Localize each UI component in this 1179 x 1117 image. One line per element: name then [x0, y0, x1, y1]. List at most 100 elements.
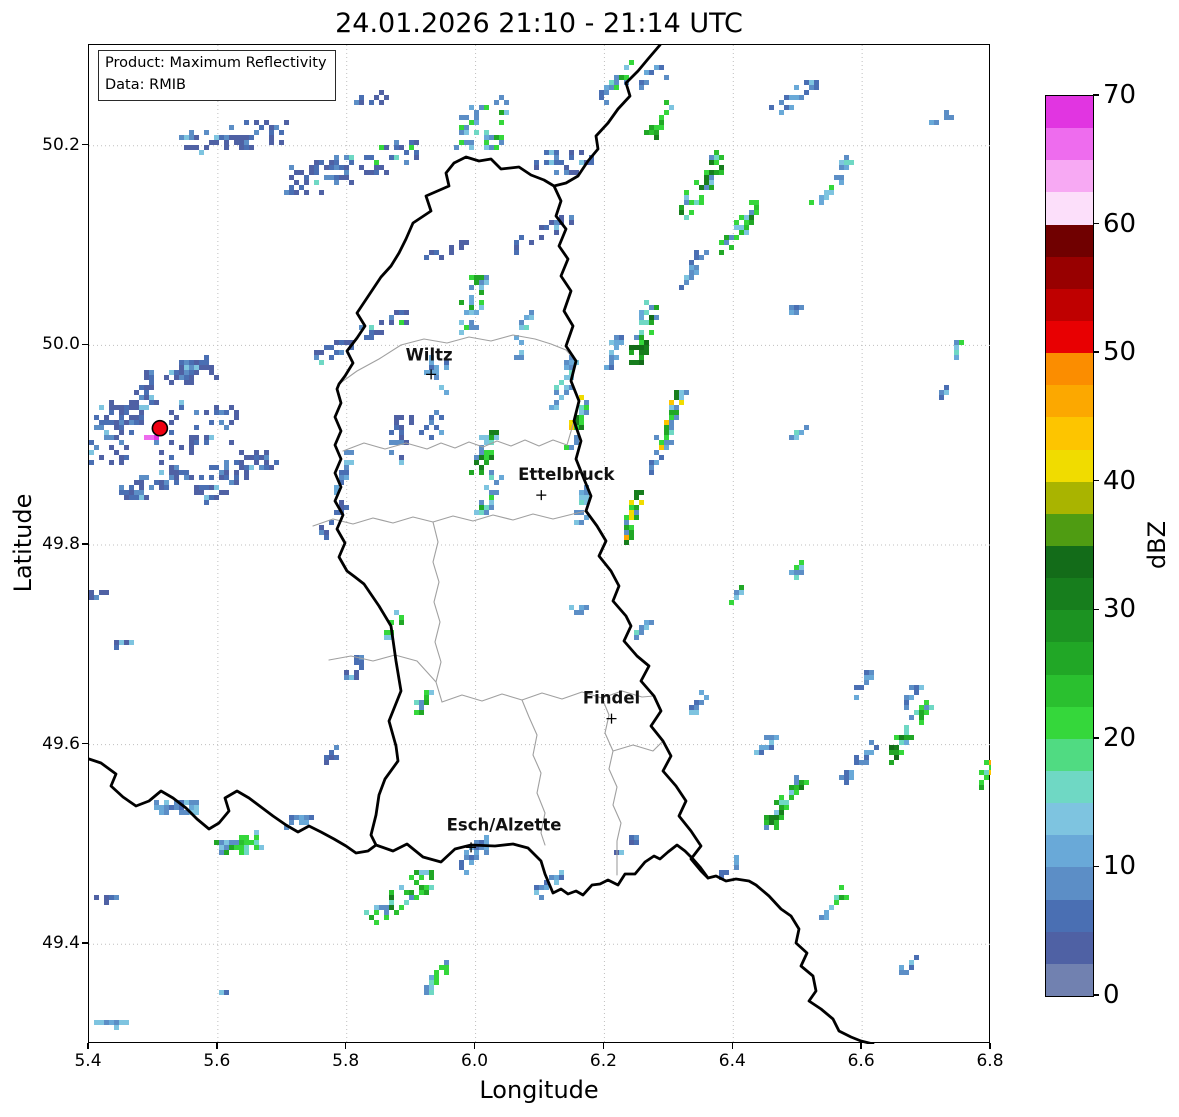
radar-echo-cell — [254, 130, 259, 135]
radar-echo-cell — [429, 355, 434, 360]
radar-echo-cell — [429, 990, 434, 995]
radar-echo-cell — [229, 480, 234, 485]
radar-echo-cell — [144, 375, 149, 380]
radar-echo-cell — [839, 175, 844, 180]
radar-echo-cell — [399, 430, 404, 435]
radar-echo-cell — [394, 440, 399, 445]
radar-echo-cell — [634, 835, 639, 840]
radar-echo-cell — [789, 785, 794, 790]
radar-echo-cell — [624, 75, 629, 80]
radar-echo-cell — [124, 495, 129, 500]
radar-echo-cell — [569, 150, 574, 155]
radar-echo-cell — [639, 355, 644, 360]
radar-echo-cell — [104, 590, 109, 595]
radar-echo-cell — [119, 460, 124, 465]
radar-echo-cell — [429, 975, 434, 980]
radar-echo-cell — [169, 475, 174, 480]
radar-echo-cell — [669, 415, 674, 420]
radar-echo-cell — [609, 360, 614, 365]
y-tick-mark — [82, 343, 88, 346]
radar-echo-cell — [564, 165, 569, 170]
radar-echo-cell — [774, 810, 779, 815]
colorbar-segment — [1046, 513, 1093, 547]
radar-echo-cell — [324, 760, 329, 765]
radar-echo-cell — [269, 125, 274, 130]
radar-echo-cell — [479, 450, 484, 455]
radar-echo-cell — [239, 450, 244, 455]
radar-echo-cell — [479, 300, 484, 305]
radar-echo-cell — [374, 160, 379, 165]
radar-echo-cell — [239, 145, 244, 150]
radar-echo-cell — [989, 765, 991, 770]
radar-echo-cell — [684, 280, 689, 285]
radar-echo-cell — [354, 675, 359, 680]
radar-echo-cell — [114, 425, 119, 430]
radar-echo-cell — [439, 415, 444, 420]
radar-echo-cell — [484, 130, 489, 135]
radar-echo-cell — [689, 705, 694, 710]
radar-echo-cell — [309, 815, 314, 820]
radar-echo-cell — [399, 455, 404, 460]
radar-echo-cell — [194, 365, 199, 370]
radar-echo-cell — [334, 175, 339, 180]
radar-echo-cell — [579, 150, 584, 155]
radar-echo-cell — [539, 885, 544, 890]
colorbar-segment — [1046, 674, 1093, 707]
radar-echo-cell — [734, 235, 739, 240]
radar-echo-cell — [414, 880, 419, 885]
radar-echo-cell — [619, 850, 624, 855]
radar-echo-cell — [694, 255, 699, 260]
radar-echo-cell — [474, 855, 479, 860]
radar-echo-cell — [179, 400, 184, 405]
radar-echo-cell — [224, 410, 229, 415]
radar-echo-cell — [129, 405, 134, 410]
radar-echo-cell — [444, 960, 449, 965]
radar-echo-cell — [114, 405, 119, 410]
radar-echo-cell — [159, 460, 164, 465]
radar-echo-cell — [639, 500, 644, 505]
radar-echo-cell — [734, 225, 739, 230]
radar-echo-cell — [794, 575, 799, 580]
radar-echo-cell — [434, 375, 439, 380]
radar-echo-cell — [419, 890, 424, 895]
colorbar-label: dBZ — [1143, 520, 1171, 570]
district-border — [342, 420, 575, 452]
radar-echo-cell — [494, 430, 499, 435]
radar-echo-cell — [314, 165, 319, 170]
radar-echo-cell — [914, 955, 919, 960]
radar-echo-cell — [119, 1020, 124, 1025]
radar-echo-cell — [394, 425, 399, 430]
radar-echo-cell — [669, 425, 674, 430]
radar-echo-cell — [929, 705, 934, 710]
radar-echo-cell — [609, 355, 614, 360]
radar-echo-cell — [174, 375, 179, 380]
radar-echo-cell — [554, 400, 559, 405]
radar-echo-cell — [469, 855, 474, 860]
radar-echo-cell — [774, 825, 779, 830]
radar-echo-cell — [559, 875, 564, 880]
radar-echo-cell — [214, 495, 219, 500]
radar-echo-cell — [214, 840, 219, 845]
radar-echo-cell — [604, 85, 609, 90]
radar-echo-cell — [464, 310, 469, 315]
radar-echo-cell — [694, 265, 699, 270]
radar-echo-cell — [409, 140, 414, 145]
radar-echo-cell — [444, 390, 449, 395]
radar-echo-cell — [724, 870, 729, 875]
radar-echo-cell — [699, 195, 704, 200]
radar-echo-cell — [209, 475, 214, 480]
radar-echo-cell — [464, 125, 469, 130]
radar-echo-cell — [699, 255, 704, 260]
radar-echo-cell — [479, 285, 484, 290]
radar-echo-cell — [549, 875, 554, 880]
radar-echo-cell — [414, 150, 419, 155]
colorbar-segment — [1046, 803, 1093, 836]
radar-echo-cell — [204, 130, 209, 135]
radar-echo-cell — [214, 135, 219, 140]
y-tick-mark — [82, 144, 88, 146]
radar-echo-cell — [574, 170, 579, 175]
radar-echo-cell — [154, 435, 159, 440]
radar-echo-cell — [334, 755, 339, 760]
colorbar-segment — [1046, 353, 1093, 386]
radar-echo-cell — [269, 465, 274, 470]
